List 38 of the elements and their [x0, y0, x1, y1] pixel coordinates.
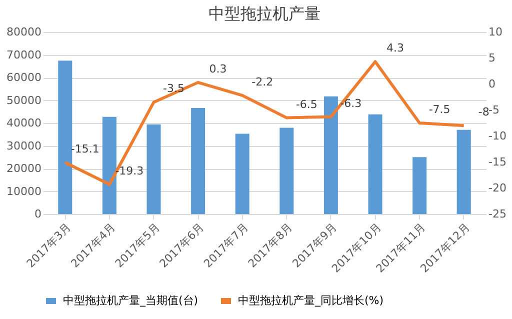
- bar: [456, 130, 471, 214]
- y-tick-label: 80000: [6, 26, 42, 38]
- data-label: -7.5: [428, 103, 450, 116]
- y2-tick-label: -5: [488, 104, 500, 116]
- y2-tick-label: -20: [488, 182, 506, 194]
- bar: [280, 128, 294, 214]
- y-tick-label: 40000: [6, 116, 42, 130]
- y-tick-label: 70000: [6, 48, 42, 62]
- bar: [324, 96, 338, 214]
- bar: [368, 114, 382, 214]
- legend-label: 中型拖拉机产量_当期值(台): [63, 294, 198, 307]
- y2-tick-label: 5: [488, 52, 496, 64]
- bar: [58, 60, 72, 214]
- y2-tick-label: 0: [488, 78, 496, 90]
- legend-label: 中型拖拉机产量_同比增长(%): [238, 294, 384, 307]
- y2-tick-label: -10: [488, 130, 506, 142]
- data-label: -3.5: [163, 82, 184, 96]
- bar: [235, 134, 250, 214]
- y-tick-label: 60000: [6, 71, 42, 84]
- chart-title: 中型拖拉机产量: [208, 4, 320, 23]
- data-label: -2.2: [252, 75, 274, 88]
- y-tick-label: 10000: [6, 184, 42, 198]
- y-tick-label: 30000: [6, 139, 42, 152]
- data-label: -8: [478, 106, 490, 119]
- data-label: 4.3: [386, 42, 404, 55]
- y2-tick-label: -25: [488, 208, 506, 220]
- data-label: -6.5: [296, 98, 318, 111]
- y-tick-label: 0: [34, 208, 42, 220]
- bar: [191, 108, 206, 214]
- y-tick-label: 20000: [6, 162, 42, 175]
- y-tick-label: 50000: [6, 94, 42, 107]
- y2-tick-label: -15: [488, 156, 506, 168]
- line-series: [64, 60, 466, 186]
- bar: [412, 157, 427, 214]
- y2-tick-label: 10: [488, 26, 502, 38]
- bar: [146, 124, 161, 214]
- bar: [102, 116, 116, 214]
- data-label: 0.3: [209, 62, 227, 76]
